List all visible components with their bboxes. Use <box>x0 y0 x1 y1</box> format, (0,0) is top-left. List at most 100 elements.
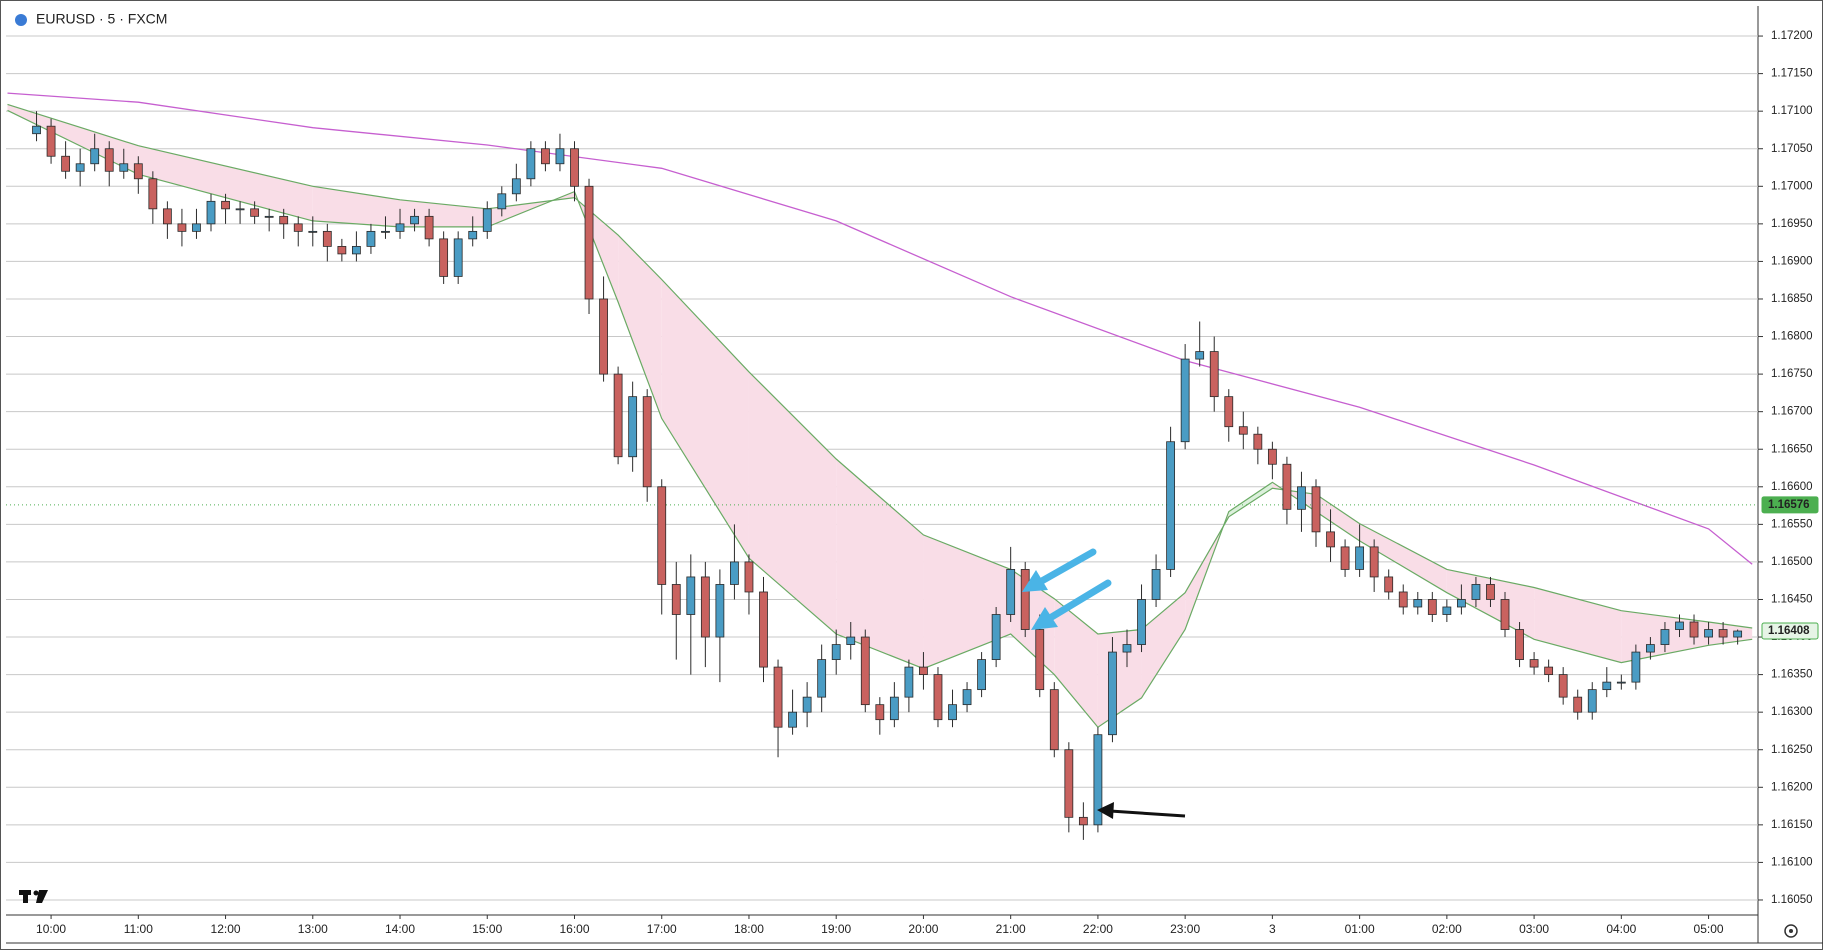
candle-body <box>1500 599 1510 630</box>
ribbon-fill <box>1708 622 1753 646</box>
candle-body <box>1573 696 1583 713</box>
candle-body <box>352 245 361 255</box>
candle-body <box>119 163 129 172</box>
sma-line <box>7 92 1753 565</box>
y-tick-label: 1.16450 <box>1771 594 1813 606</box>
ribbon-fill <box>400 199 488 227</box>
chart-title: EURUSD · 5 · FXCM <box>36 11 167 27</box>
x-tick-label: 05:00 <box>1694 922 1724 936</box>
candle-body <box>1398 591 1408 608</box>
candle-body <box>686 576 696 615</box>
candle-body <box>381 230 390 233</box>
ribbon-fill <box>1054 598 1098 728</box>
candle-body <box>482 208 492 232</box>
candle-body <box>700 576 710 638</box>
candle-body <box>1326 531 1335 548</box>
candle-body <box>1602 681 1612 691</box>
y-tick-label: 1.16850 <box>1771 293 1813 305</box>
ribbon-fill <box>1141 592 1186 698</box>
ribbon-fill <box>923 534 1011 669</box>
candle-body <box>555 148 565 165</box>
candle-body <box>599 298 608 375</box>
candles <box>32 111 1743 840</box>
candle-body <box>1471 584 1481 600</box>
x-tick-label: 10:00 <box>36 922 66 936</box>
x-tick-label: 15:00 <box>472 922 502 936</box>
candle-body <box>875 704 885 721</box>
candle-body <box>628 396 638 458</box>
candle-body <box>1660 629 1670 645</box>
price-badge-label: 1.16408 <box>1768 625 1810 637</box>
candle-body <box>671 584 681 615</box>
candle-body <box>817 659 827 698</box>
candle-body <box>1384 576 1394 593</box>
candle-body <box>250 208 260 217</box>
x-tick-label: 04:00 <box>1606 922 1636 936</box>
candle-body <box>468 230 478 240</box>
candle-body <box>1253 433 1263 450</box>
candle-body <box>1049 689 1059 751</box>
candle-body <box>366 230 376 247</box>
candle-body <box>1718 629 1728 638</box>
candle-body <box>1340 546 1350 570</box>
symbol-icon <box>15 14 27 26</box>
x-tick-label: 14:00 <box>385 922 415 936</box>
ribbon-fill <box>312 186 401 227</box>
price-badge <box>1761 496 1819 514</box>
candle-body <box>541 148 550 165</box>
candle-body <box>642 396 652 488</box>
candle-body <box>46 125 56 157</box>
y-tick-label: 1.16950 <box>1771 218 1813 230</box>
candle-body <box>1151 569 1161 600</box>
candle-body <box>1689 621 1699 638</box>
candle-body <box>526 148 536 180</box>
candle-body <box>613 373 623 458</box>
ribbon-fill <box>1316 494 1360 541</box>
candle-body <box>1238 426 1248 435</box>
x-tick-label: 12:00 <box>211 922 241 936</box>
candle-body <box>497 193 507 210</box>
y-tick-label: 1.17100 <box>1771 105 1813 117</box>
candle-body <box>1224 396 1234 428</box>
candle-body <box>1297 486 1306 510</box>
blue-arrow <box>1031 579 1112 630</box>
candle-body <box>192 223 201 232</box>
settings-button[interactable] <box>1784 924 1798 938</box>
candle-body <box>1311 486 1321 533</box>
candle-body <box>715 584 725 638</box>
candle-body <box>1675 621 1684 630</box>
candle-body <box>75 163 85 172</box>
candle-body <box>744 561 754 593</box>
candle-body <box>1456 599 1466 608</box>
price-badge-label: 1.16576 <box>1768 499 1810 511</box>
candle-body <box>846 636 856 645</box>
candle-body <box>133 163 143 180</box>
candle-body <box>1020 569 1030 630</box>
y-tick-label: 1.16900 <box>1771 255 1813 267</box>
candle-body <box>802 696 812 713</box>
candle-body <box>279 215 289 225</box>
x-tick-label: 23:00 <box>1170 922 1200 936</box>
candle-body <box>1587 689 1597 713</box>
candle-body <box>1078 816 1088 826</box>
candle-body <box>1122 644 1132 653</box>
y-tick-label: 1.16150 <box>1771 819 1813 831</box>
candle-body <box>453 238 463 277</box>
candle-body <box>1267 448 1277 465</box>
candle-body <box>860 636 870 706</box>
candle-body <box>1355 546 1365 570</box>
candle-body <box>1137 599 1146 645</box>
candle-body <box>1733 630 1743 638</box>
candle-body <box>308 230 318 233</box>
x-tick-label: 11:00 <box>124 922 153 936</box>
tradingview-logo <box>19 890 48 903</box>
candle-body <box>264 215 274 218</box>
candle-body <box>1413 599 1423 608</box>
black-arrow <box>1097 802 1186 819</box>
candle-body <box>1282 463 1292 510</box>
candle-body <box>1006 569 1016 615</box>
candle-body <box>1108 651 1117 736</box>
candle-body <box>788 711 797 728</box>
y-tick-label: 1.17150 <box>1771 68 1813 80</box>
